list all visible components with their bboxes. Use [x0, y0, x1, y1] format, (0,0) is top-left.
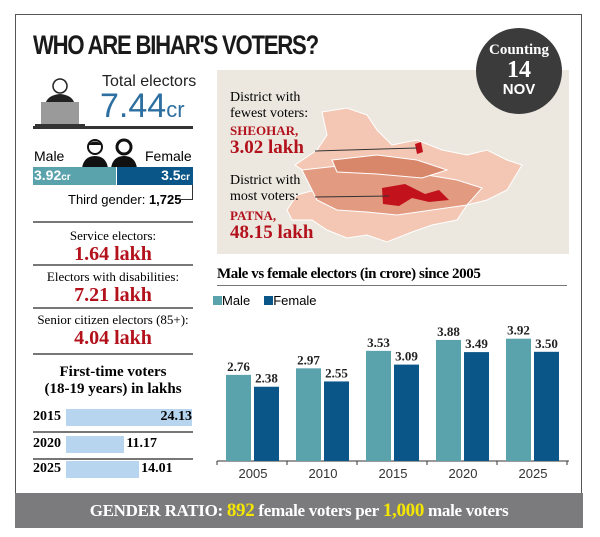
first-time-year: 2025: [33, 461, 61, 476]
bar-female-2005: [254, 386, 279, 461]
first-time-value: 24.13: [160, 409, 193, 424]
data-label: 3.88: [437, 324, 460, 339]
page-title: WHO ARE BIHAR'S VOTERS?: [33, 30, 319, 60]
infographic-frame: [15, 14, 582, 528]
first-time-value: 14.01: [141, 461, 173, 476]
bar-male-2020: [436, 339, 461, 461]
bihar-district-map: [286, 107, 523, 243]
voter-at-ballot-icon: [35, 78, 85, 126]
male-bar: 3.92cr: [33, 167, 118, 185]
first-time-row: 2025 14.01: [33, 459, 193, 481]
female-label: Female: [145, 148, 192, 164]
bar-male-2025: [506, 338, 531, 461]
bar-male-2010: [296, 368, 321, 461]
most-district: PATNA,: [230, 208, 277, 223]
first-time-row: 2015 24.13: [33, 407, 193, 429]
fewest-label: District with fewest voters:: [230, 90, 309, 121]
counting-badge: Counting 14 NOV: [476, 28, 562, 114]
chart-title: Male vs female electors (in crore) since…: [217, 266, 481, 282]
patna-district: [382, 184, 449, 206]
first-time-row: 2020 11.17: [33, 434, 193, 456]
sheohar-district: [415, 142, 423, 154]
first-time-value: 11.17: [126, 436, 158, 451]
first-time-bar: [66, 461, 140, 478]
bar-female-2010: [324, 381, 349, 461]
fewest-value: 3.02 lakh: [230, 137, 304, 158]
bar-male-2015: [366, 350, 391, 461]
data-label: 3.49: [465, 336, 488, 351]
total-electors-value: 7.44cr: [100, 88, 185, 128]
bar-male-2005: [226, 374, 251, 461]
senior-electors: Senior citizen electors (85+): 4.04 lakh: [37, 312, 189, 349]
third-gender: Third gender: 1,725: [68, 192, 182, 207]
bar-female-2025: [534, 351, 559, 461]
first-time-year: 2015: [33, 409, 61, 424]
first-time-bar: [66, 409, 192, 426]
data-label: 2.76: [227, 359, 250, 374]
data-label: 2.97: [297, 352, 320, 367]
total-value: 7.44: [100, 87, 167, 125]
counting-label: Counting: [488, 42, 550, 58]
bihar-map-panel: District with fewest voters: SHEOHAR, 3.0…: [217, 70, 569, 254]
electors-bar-chart: 2.76 2.38 2005 2.97 2.55 2010 3.53 3.09 2015 3.88…: [216, 323, 569, 480]
bar-female-2015: [394, 364, 419, 461]
data-label: 2.55: [325, 365, 348, 380]
x-tick-label: 2005: [239, 466, 268, 480]
legend-male: Male: [213, 293, 250, 308]
data-label: 2.38: [255, 371, 278, 386]
female-bar: 3.5cr: [117, 167, 193, 185]
most-value: 48.15 lakh: [230, 222, 314, 243]
data-label: 3.53: [367, 335, 390, 350]
service-electors: Service electors: 1.64 lakh: [69, 228, 157, 265]
x-tick-label: 2010: [309, 466, 338, 480]
gender-split-bar: 3.92cr 3.5cr: [33, 167, 193, 185]
counting-day: 14: [507, 57, 531, 83]
x-tick-label: 2020: [449, 466, 478, 480]
male-label: Male: [34, 148, 65, 164]
legend-female: Female: [264, 293, 317, 308]
first-time-bar: [66, 436, 125, 453]
chart-legend: Male Female: [213, 293, 317, 308]
x-tick-label: 2025: [519, 466, 548, 480]
counting-month: NOV: [502, 81, 536, 98]
sheohar-leader-line: [314, 147, 418, 152]
total-unit: cr: [166, 97, 185, 122]
most-label: District with most voters:: [230, 173, 301, 204]
data-label: 3.09: [395, 349, 418, 364]
first-time-year: 2020: [33, 436, 61, 451]
data-label: 3.92: [507, 323, 530, 338]
first-time-title: First-time voters (18-19 years) in lakhs: [44, 364, 182, 397]
fewest-district: SHEOHAR,: [230, 123, 299, 138]
disability-electors: Electors with disabilities: 7.21 lakh: [46, 269, 180, 306]
total-electors-label: Total electors: [102, 73, 197, 90]
male-female-icon: [82, 138, 137, 168]
bar-female-2020: [464, 352, 489, 461]
patna-leader-line: [314, 195, 390, 198]
gender-ratio-banner: GENDER RATIO: 892 female voters per 1,00…: [15, 493, 583, 528]
data-label: 3.50: [535, 336, 558, 351]
x-tick-label: 2015: [379, 466, 408, 480]
